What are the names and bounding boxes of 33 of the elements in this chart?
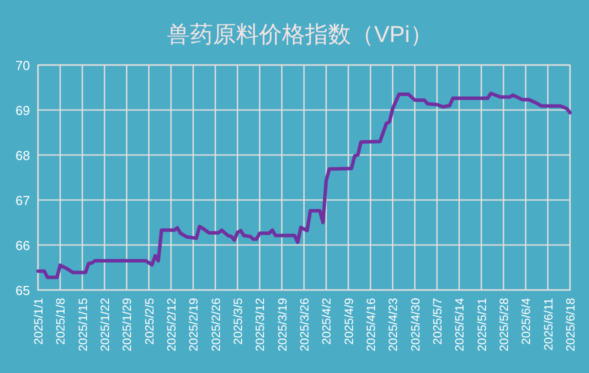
x-tick-label: 2025/3/26 xyxy=(298,298,312,352)
x-tick-label: 2025/2/19 xyxy=(186,298,201,352)
x-tick-label: 2025/6/4 xyxy=(519,298,534,345)
x-tick-label: 2025/5/14 xyxy=(452,298,467,352)
x-tick-label: 2025/3/19 xyxy=(275,298,290,352)
y-tick-label: 70 xyxy=(16,58,30,73)
line-series xyxy=(36,92,572,280)
x-tick-label: 2025/1/1 xyxy=(32,298,46,345)
x-tick-label: 2025/6/11 xyxy=(541,298,556,350)
x-tick-label: 2025/5/7 xyxy=(430,298,444,345)
x-tick-label: 2025/1/22 xyxy=(98,298,112,352)
x-tick-label: 2025/4/23 xyxy=(386,298,400,352)
chart-title: 兽药原料价格指数（VPi） xyxy=(167,21,433,47)
x-tick-label: 2025/4/2 xyxy=(320,298,334,345)
x-tick-label: 2025/5/28 xyxy=(497,298,511,352)
x-tick-label: 2025/4/30 xyxy=(408,298,422,352)
x-tick-label: 2025/4/9 xyxy=(342,298,356,345)
x-tick-label: 2025/1/15 xyxy=(76,298,90,352)
x-tick-label: 2025/3/5 xyxy=(231,298,245,345)
y-tick-label: 68 xyxy=(16,148,30,163)
x-tick-label: 2025/6/18 xyxy=(564,298,578,352)
x-tick-label: 2025/1/29 xyxy=(120,298,134,352)
y-tick-label: 66 xyxy=(16,238,30,253)
x-tick-label: 2025/3/12 xyxy=(253,298,268,352)
y-tick-label: 65 xyxy=(16,283,30,298)
x-tick-label: 2025/2/5 xyxy=(142,298,156,345)
y-tick-label: 69 xyxy=(16,103,30,118)
x-tick-label: 2025/2/12 xyxy=(164,298,178,352)
x-tick-label: 2025/4/16 xyxy=(364,298,378,352)
x-tick-label: 2025/5/21 xyxy=(474,298,489,352)
x-tick-label: 2025/1/8 xyxy=(54,298,68,345)
y-tick-label: 67 xyxy=(16,193,30,208)
x-tick-label: 2025/2/26 xyxy=(208,298,223,352)
